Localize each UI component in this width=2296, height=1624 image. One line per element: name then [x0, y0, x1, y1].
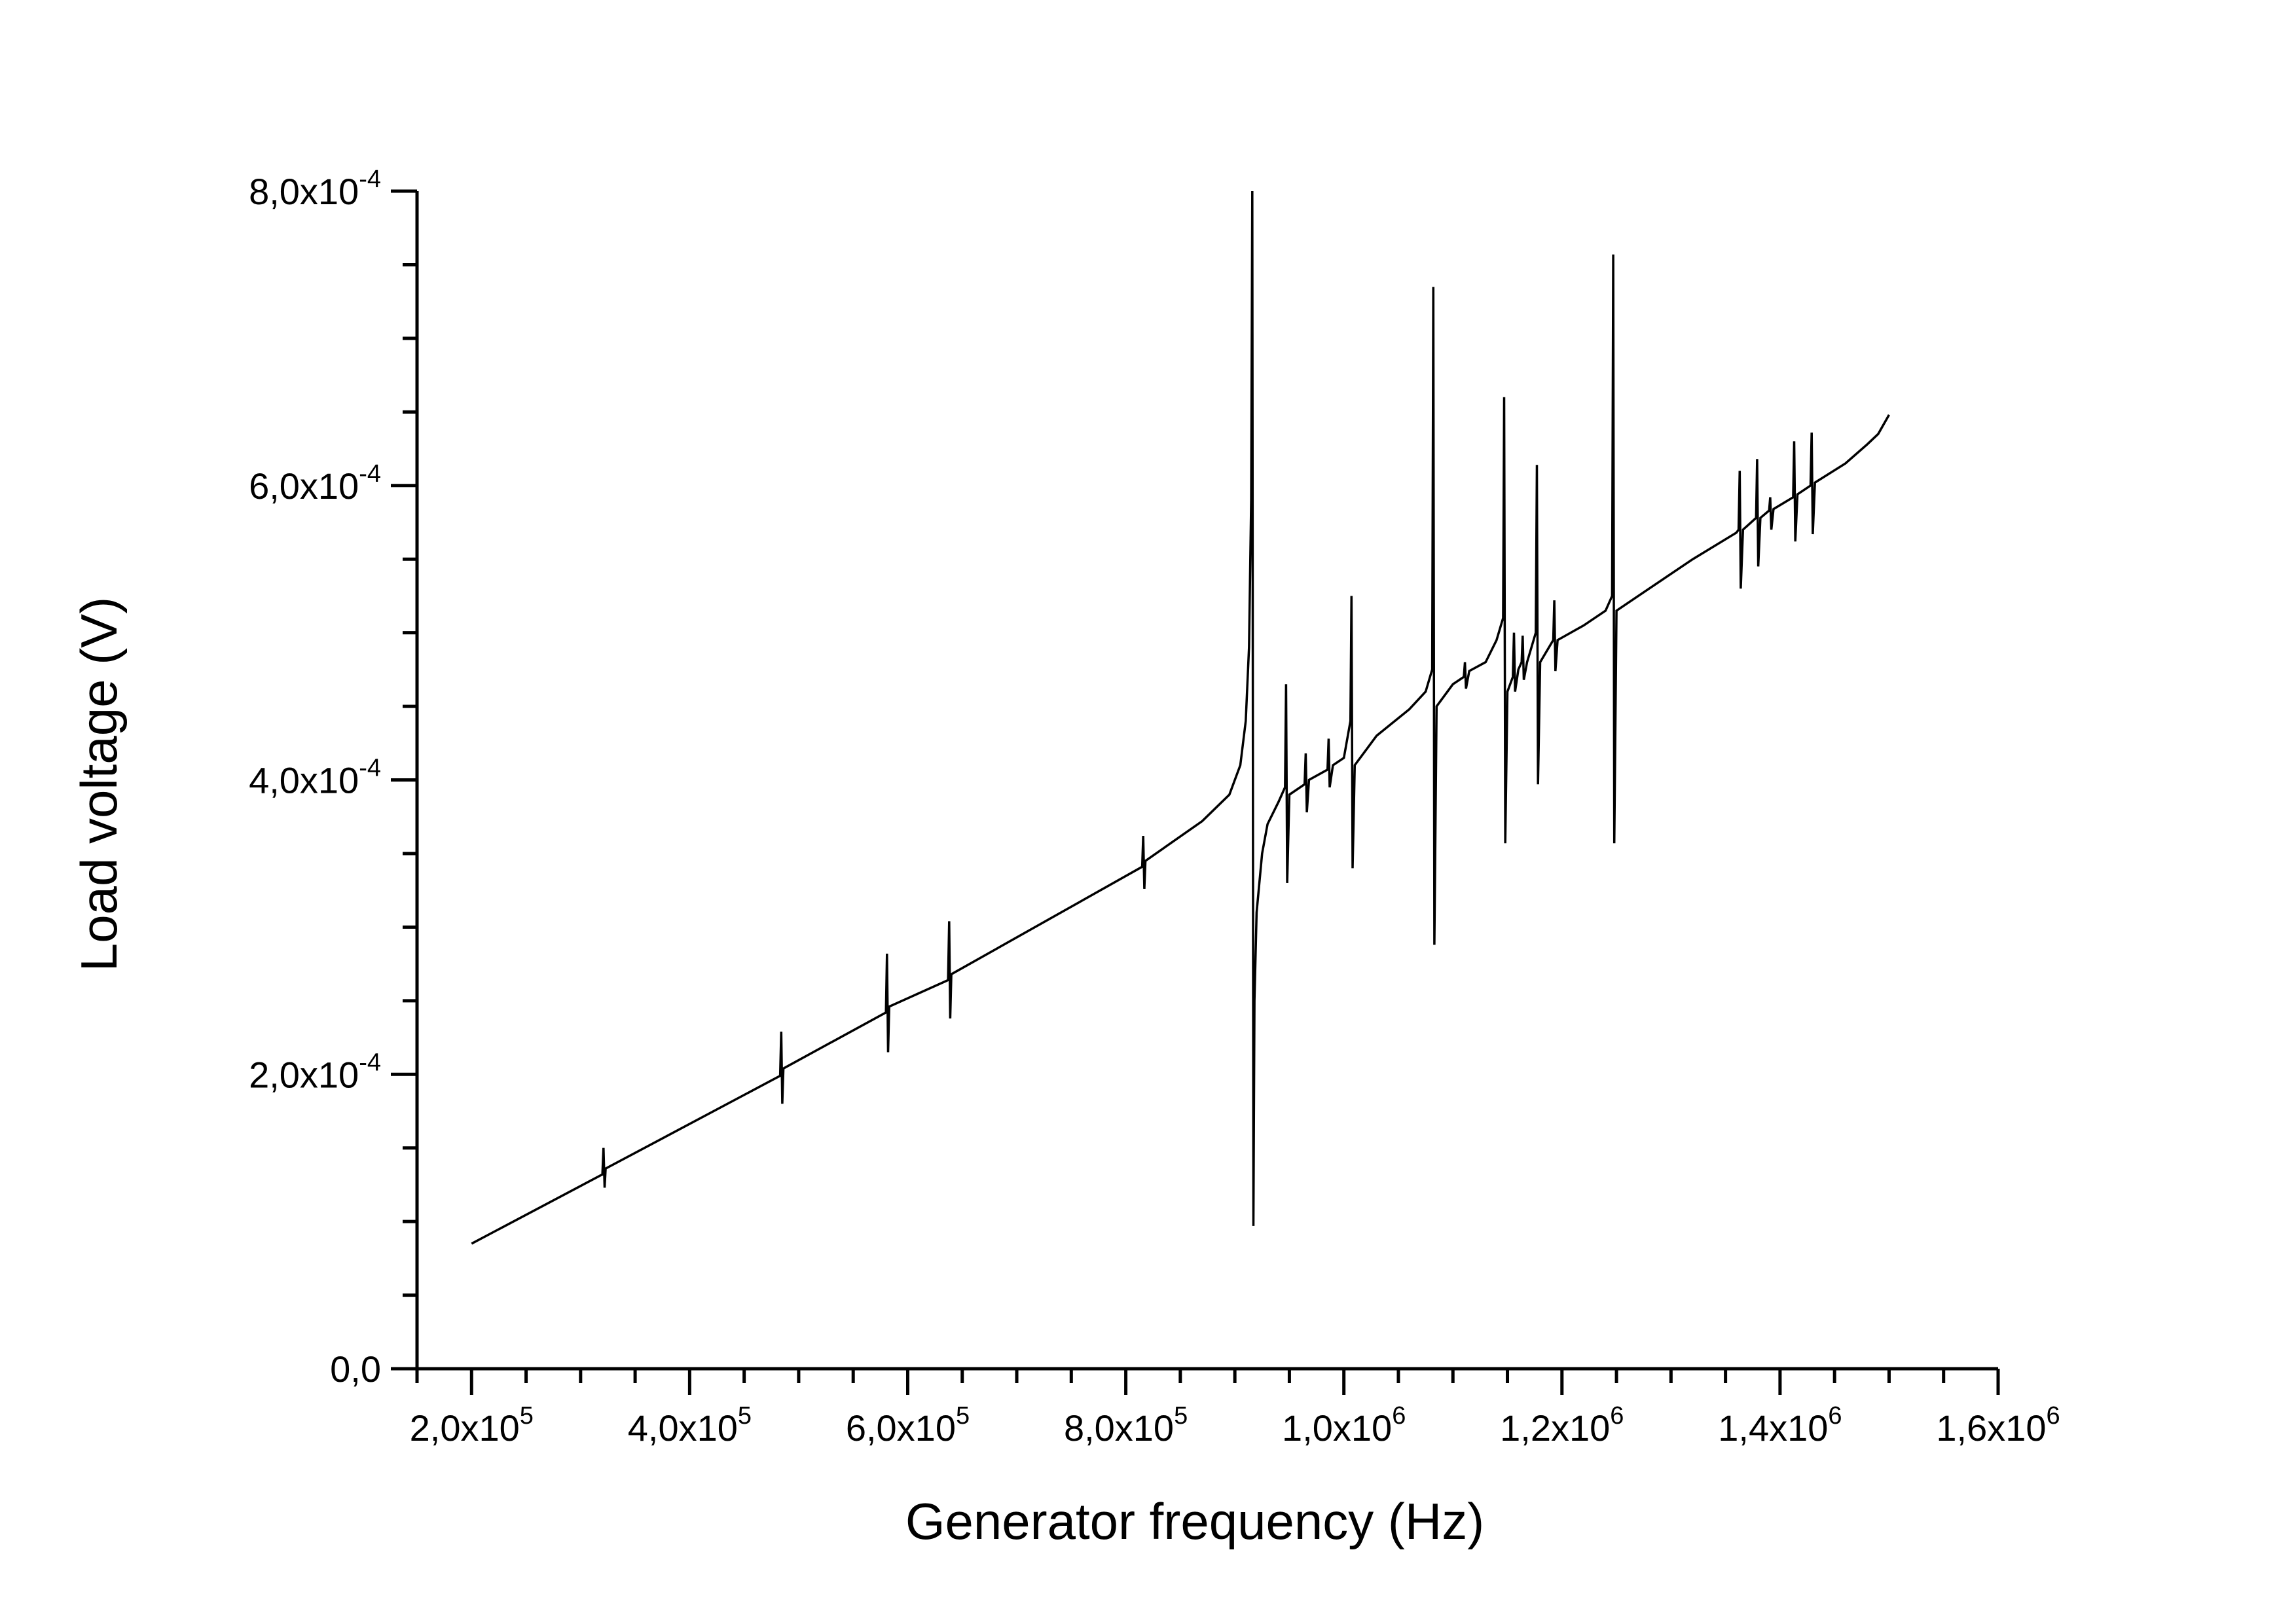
- y-tick-labels: 0,0 2,0x10-4 4,0x10-4 6,0x10-4 8,0x10-4: [249, 166, 381, 1390]
- x-tick-label: 1,2x106: [1500, 1402, 1624, 1449]
- x-tick-labels: 2,0x105 4,0x105 6,0x105 8,0x105 1,0x106 1,2x1…: [410, 1402, 2060, 1449]
- y-tick-label: 2,0x10-4: [249, 1049, 381, 1095]
- y-axis: [391, 189, 419, 1371]
- series-group: [471, 190, 1890, 1245]
- y-tick-label: 8,0x10-4: [249, 166, 381, 212]
- y-axis-title: Load voltage (V): [70, 597, 128, 971]
- x-tick-label: 8,0x105: [1064, 1402, 1188, 1449]
- x-tick-label: 1,6x106: [1936, 1402, 2060, 1449]
- y-tick-label: 0,0: [330, 1348, 381, 1390]
- x-axis-title: Generator frequency (Hz): [905, 1492, 1484, 1550]
- x-axis: [415, 1367, 2000, 1395]
- y-tick-label: 4,0x10-4: [249, 755, 381, 801]
- x-tick-label: 1,4x106: [1718, 1402, 1842, 1449]
- x-tick-label: 4,0x105: [628, 1402, 752, 1449]
- series-line: [471, 190, 1890, 1245]
- x-tick-label: 6,0x105: [846, 1402, 970, 1449]
- x-tick-label: 1,0x106: [1282, 1402, 1406, 1449]
- y-tick-label: 6,0x10-4: [249, 460, 381, 507]
- x-tick-label: 2,0x105: [410, 1402, 534, 1449]
